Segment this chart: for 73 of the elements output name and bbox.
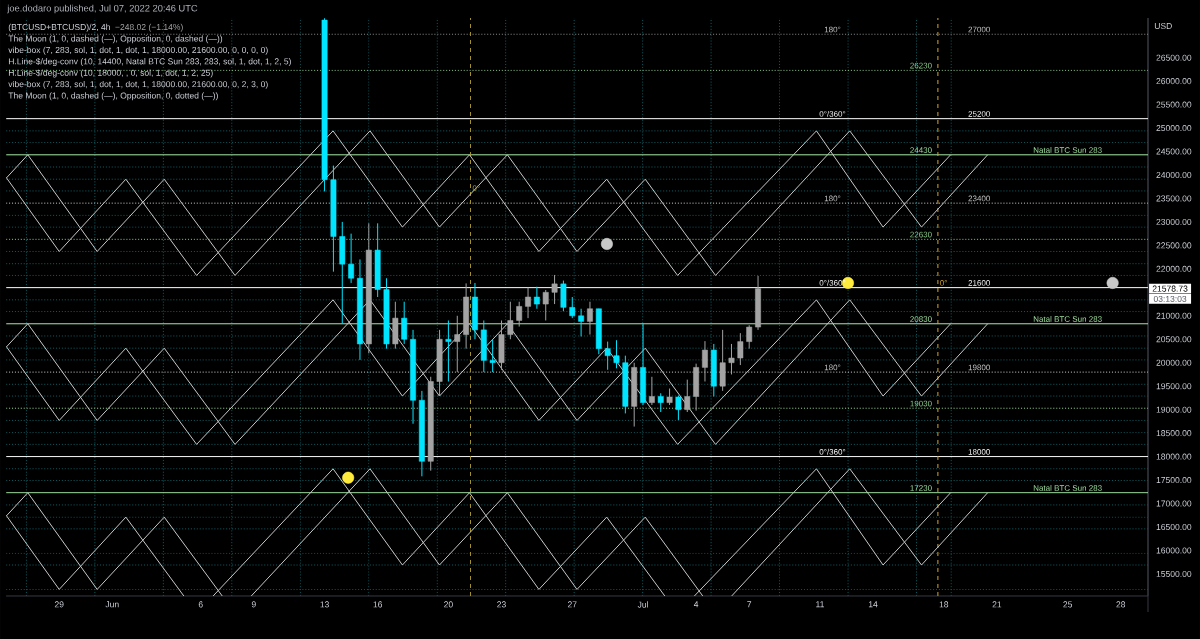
- annotation: 26230: [910, 62, 932, 69]
- annotation: 18000: [968, 449, 990, 455]
- annotation: Natal BTC Sun 283: [1033, 147, 1102, 153]
- y-tick-label: 25000.00: [1156, 125, 1192, 132]
- annotation: Natal BTC Sun 283: [1033, 484, 1102, 491]
- x-tick-label: 4: [693, 601, 699, 608]
- annotation: The Moon (1, 0, dashed (—), Opposition, 0, dashed (—)): [8, 35, 223, 44]
- annotation: 180°: [824, 364, 841, 371]
- text: 21578.73: [1152, 285, 1188, 292]
- x-tick-label: 6: [198, 601, 203, 608]
- y-tick-label: 18500.00: [1156, 430, 1192, 437]
- y-tick-label: 16000.00: [1156, 547, 1192, 554]
- y-tick-label: 20000.00: [1156, 359, 1192, 366]
- x-tick-label: 16: [373, 601, 383, 608]
- annotation: 180°: [824, 26, 841, 33]
- y-tick-label: 20500.00: [1156, 336, 1192, 343]
- annotation: 25200: [968, 111, 990, 117]
- y-tick-label: 26000.00: [1156, 78, 1192, 85]
- x-tick-label: 18: [939, 601, 949, 608]
- text: joe.dodaro published, Jul 07, 2022 20:46 UTC: [7, 4, 198, 14]
- text: (BTCUSD+BTCUSD)/2, 4h: [8, 23, 110, 32]
- annotation: H.Line-$/deg-conv (10, 18000, , 0, sol, 1, dot, 1, 2, 25): [8, 69, 213, 78]
- x-tick-label: 11: [816, 601, 824, 608]
- y-tick-label: 17000.00: [1156, 500, 1192, 507]
- annotation: Natal BTC Sun 283: [1033, 316, 1102, 322]
- y-tick-label: 16500.00: [1156, 523, 1192, 531]
- x-tick-label: 14: [868, 601, 878, 608]
- y-tick-label: 22500.00: [1156, 242, 1192, 249]
- y-tick-label: 17500.00: [1156, 477, 1192, 484]
- annotation: 22630: [910, 231, 932, 238]
- x-tick-label: 25: [1063, 601, 1073, 608]
- y-tick-label: 23000.00: [1156, 218, 1192, 225]
- annotation: 20830: [910, 316, 932, 322]
- annotation: 0°: [940, 280, 947, 286]
- annotation: 24430: [910, 147, 932, 153]
- annotation: 19030: [910, 400, 932, 407]
- y-tick-label: 23500.00: [1156, 195, 1192, 202]
- y-tick-label: 21000.00: [1156, 312, 1192, 319]
- text: 03:13:03: [1153, 295, 1187, 302]
- y-tick-label: 19500.00: [1156, 383, 1192, 390]
- annotation: The Moon (1, 0, dashed (—), Opposition, 0, dotted (—)): [8, 92, 218, 101]
- y-tick-label: 25500.00: [1156, 101, 1192, 108]
- annotation: 17230: [910, 485, 932, 491]
- x-tick-label: 21: [992, 601, 1002, 608]
- x-tick-label: 27: [567, 601, 577, 608]
- y-tick-label: 26500.00: [1156, 54, 1192, 61]
- annotation: 23400: [968, 195, 990, 202]
- annotation: 0°/360°: [819, 448, 846, 455]
- text: −248.02 (−1.14%): [115, 23, 183, 32]
- x-tick-label: 28: [1116, 601, 1126, 608]
- y-tick-label: 18000.00: [1156, 453, 1192, 460]
- x-tick-label: 23: [497, 601, 506, 608]
- x-tick-label: Jul: [637, 601, 648, 608]
- y-tick-label: 24500.00: [1156, 148, 1192, 155]
- x-tick-label: 7: [747, 601, 752, 608]
- x-tick-label: Jun: [105, 601, 119, 608]
- y-tick-label: 22000.00: [1156, 265, 1192, 272]
- annotation: H.Line-$/deg-conv (10, 14400, Natal BTC Sun 283, 283, sol, 1, dot, 1, 2, 5): [8, 57, 291, 67]
- y-tick-label: 15500.00: [1156, 570, 1192, 577]
- y-tick-label: 19000.00: [1156, 406, 1192, 413]
- y-axis-title: USD: [1154, 22, 1172, 30]
- y-tick-label: 24000.00: [1156, 171, 1192, 179]
- x-tick-label: 9: [251, 601, 256, 608]
- annotation: 180°: [824, 195, 841, 202]
- annotation: vibe-box (7, 283, sol, 1, dot, 1, dot, 1, 18000.00, 21600.00, 0, 2, 3, 0): [8, 80, 268, 89]
- annotation: vibe-box (7, 283, sol, 1, dot, 1, dot, 1, 18000.00, 21600.00, 0, 0, 0, 0): [8, 46, 268, 55]
- x-tick-label: 13: [320, 601, 329, 608]
- x-tick-label: 20: [444, 601, 453, 608]
- annotation: 19800: [968, 364, 990, 371]
- annotation: 27000: [968, 26, 990, 33]
- x-tick-label: 29: [54, 601, 64, 608]
- annotation: 21600: [968, 280, 990, 286]
- annotation: 0°/360°: [819, 110, 846, 117]
